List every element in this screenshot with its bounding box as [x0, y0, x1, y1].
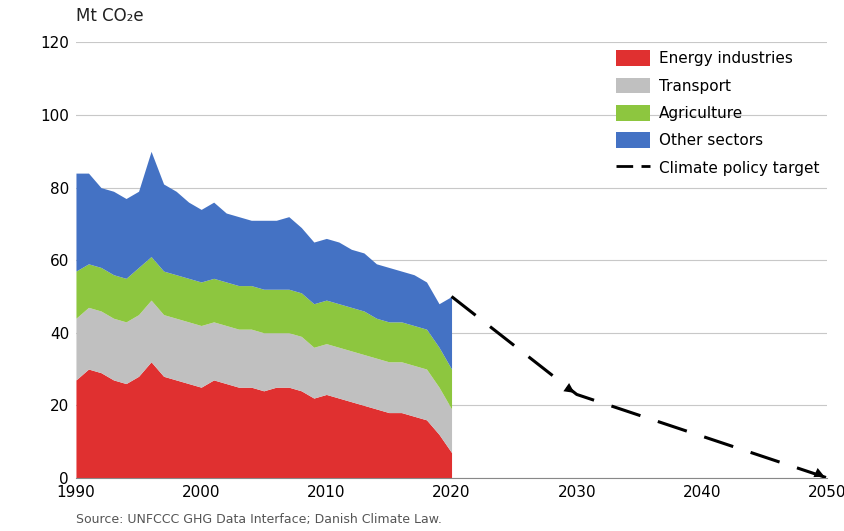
Text: Mt CO₂e: Mt CO₂e [76, 7, 143, 25]
Legend: Energy industries, Transport, Agriculture, Other sectors, Climate policy target: Energy industries, Transport, Agricultur… [616, 50, 820, 176]
Text: Source: UNFCCC GHG Data Interface; Danish Climate Law.: Source: UNFCCC GHG Data Interface; Danis… [76, 513, 442, 526]
